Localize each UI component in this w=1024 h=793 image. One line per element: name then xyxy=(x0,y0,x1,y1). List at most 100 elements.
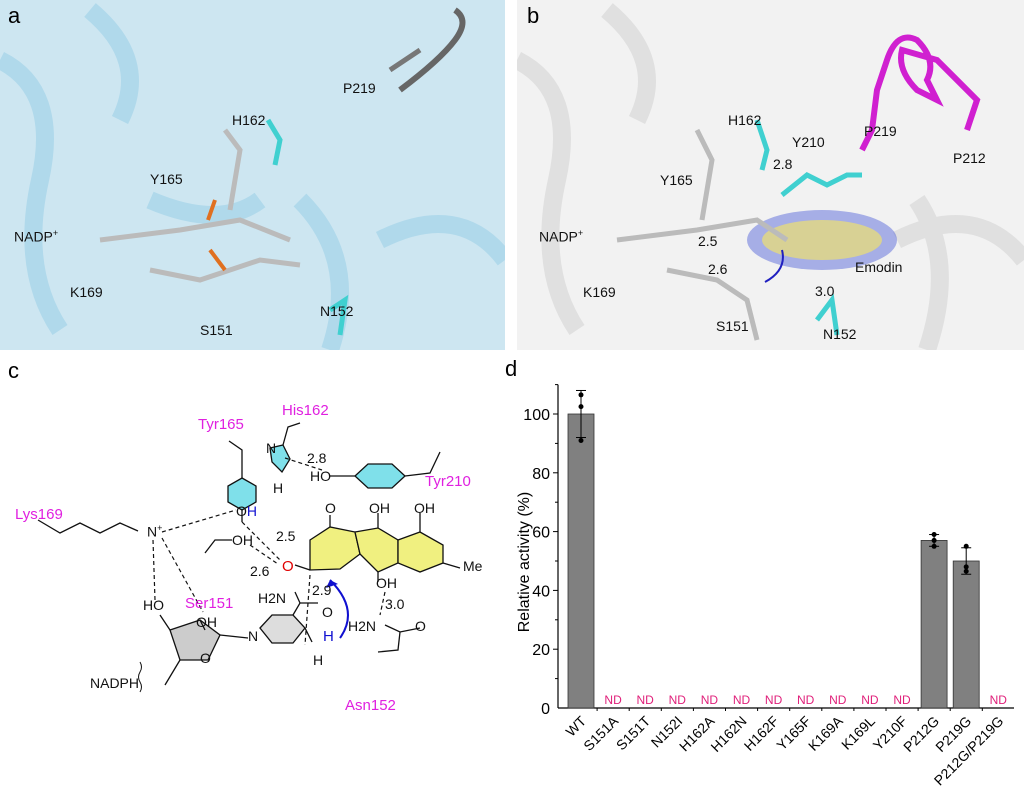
nd-label: ND xyxy=(893,693,911,707)
atom-o-asn: O xyxy=(415,618,426,634)
atom-me: Me xyxy=(463,558,483,574)
atom-o-ring: O xyxy=(200,650,211,666)
label-h162: H162 xyxy=(728,112,762,128)
y-tick-label: 20 xyxy=(532,642,550,659)
dist-3-0: 3.0 xyxy=(815,283,835,299)
data-point xyxy=(931,537,937,543)
x-tick-label: P219G xyxy=(932,713,974,755)
carbonyl-oxygen: O xyxy=(282,558,294,575)
y-tick-label: 60 xyxy=(532,525,550,542)
nadp-charge: + xyxy=(52,228,59,238)
label-lys169: Lys169 xyxy=(15,506,63,523)
nd-label: ND xyxy=(829,693,847,707)
panel-a-label: a xyxy=(8,3,21,28)
n-charge: + xyxy=(157,523,163,533)
x-tick-label: S151T xyxy=(613,712,654,753)
label-nadp: NADP+ xyxy=(14,228,58,245)
dist-2-5: 2.5 xyxy=(698,233,718,249)
x-tick-label: H162N xyxy=(707,713,749,755)
label-h162: H162 xyxy=(232,112,266,128)
nd-label: ND xyxy=(701,693,719,707)
nd-label: ND xyxy=(797,693,815,707)
atom-n: N xyxy=(266,440,277,456)
loop-magenta xyxy=(859,34,981,152)
emodin-molecule xyxy=(762,220,882,260)
chemical-bonds xyxy=(37,422,461,693)
n-text: N xyxy=(147,523,158,540)
atom-oh-ribose: OH xyxy=(196,614,217,630)
atom-h: H xyxy=(273,480,284,496)
nd-label: ND xyxy=(733,693,751,707)
data-point xyxy=(578,437,584,443)
x-tick-label: K169A xyxy=(805,712,847,754)
dist-2-9: 2.9 xyxy=(312,582,332,598)
label-p219: P219 xyxy=(864,123,897,139)
nd-label: ND xyxy=(861,693,879,707)
dist-3-0: 3.0 xyxy=(385,596,405,612)
bar-P219G xyxy=(952,560,980,709)
label-nadp: NADP+ xyxy=(539,228,583,245)
x-tick-label: S151A xyxy=(580,712,622,754)
y-axis-label: Relative activity (%) xyxy=(516,491,533,633)
label-s151: S151 xyxy=(716,318,749,334)
data-point xyxy=(578,404,584,410)
atom-ho: HO xyxy=(310,468,331,484)
atom-h2n-amide: H2N xyxy=(258,590,287,606)
data-point xyxy=(963,568,969,574)
atom-nplus: N+ xyxy=(147,523,162,540)
atom-o-amide: O xyxy=(322,604,333,620)
label-p219: P219 xyxy=(343,80,376,96)
x-tick-label: N152I xyxy=(648,713,686,751)
label-k169: K169 xyxy=(70,284,103,300)
hydride-transfer-arrow xyxy=(329,579,349,639)
x-tick-label: P212G xyxy=(900,713,942,755)
atom-ho-ribose: HO xyxy=(143,597,164,613)
label-y165: Y165 xyxy=(150,171,183,187)
panel-d-label: d xyxy=(505,356,518,381)
hydride-arrow xyxy=(764,249,784,283)
label-nadph: NADPH xyxy=(90,675,140,691)
x-tick-label: Y210F xyxy=(870,713,910,753)
label-tyr210: Tyr210 xyxy=(425,473,471,490)
hbonds xyxy=(152,457,386,646)
label-p212: P212 xyxy=(953,150,986,166)
data-point xyxy=(963,564,969,570)
x-tick-label: WT xyxy=(562,712,589,739)
y-tick-label: 40 xyxy=(532,583,550,600)
panel-a-cartoon xyxy=(0,3,505,350)
label-k169: K169 xyxy=(583,284,616,300)
atom-oh-ser: OH xyxy=(232,532,253,548)
label-ser151: Ser151 xyxy=(185,595,234,612)
panel-c-scheme: c His162 Tyr165 Tyr210 Lys169 Ser151 Asn… xyxy=(0,360,505,793)
atom-oh-emodin-3: OH xyxy=(376,575,397,591)
nd-label: ND xyxy=(765,693,783,707)
nd-label: ND xyxy=(637,693,655,707)
nd-label: ND xyxy=(604,693,622,707)
nadp-text: NADP xyxy=(14,228,53,245)
atom-h-c4: H xyxy=(313,652,324,668)
panel-a-structure: a H162 P219 Y165 NADP+ K169 S151 N152 xyxy=(0,0,505,350)
x-tick-label: H162A xyxy=(676,712,718,754)
dist-2-8: 2.8 xyxy=(773,156,793,172)
y-tick-label: 80 xyxy=(532,466,550,483)
panel-b-structure: b H162 Y210 P219 P212 Y165 2.8 NADP+ 2.5… xyxy=(517,0,1024,350)
panel-c-label: c xyxy=(8,360,19,383)
nadp-text: NADP xyxy=(539,228,578,245)
label-n152: N152 xyxy=(320,303,354,319)
y-tick-label: 100 xyxy=(523,407,550,424)
dist-2-8: 2.8 xyxy=(307,450,327,466)
label-n152: N152 xyxy=(823,326,857,342)
hydride-h: H xyxy=(323,628,334,645)
panel-b-label: b xyxy=(527,3,540,28)
dist-2-6: 2.6 xyxy=(708,261,728,277)
bar-WT xyxy=(567,413,595,709)
data-point xyxy=(931,543,937,549)
y-tick-label: 0 xyxy=(541,701,550,718)
label-y165: Y165 xyxy=(660,172,693,188)
label-tyr165: Tyr165 xyxy=(198,416,244,433)
nadp-charge: + xyxy=(577,228,584,238)
nd-label: ND xyxy=(669,693,687,707)
atom-oh-tyr165: OH xyxy=(236,503,258,519)
dist-2-6: 2.6 xyxy=(250,563,270,579)
x-tick-label: Y165F xyxy=(773,713,813,753)
